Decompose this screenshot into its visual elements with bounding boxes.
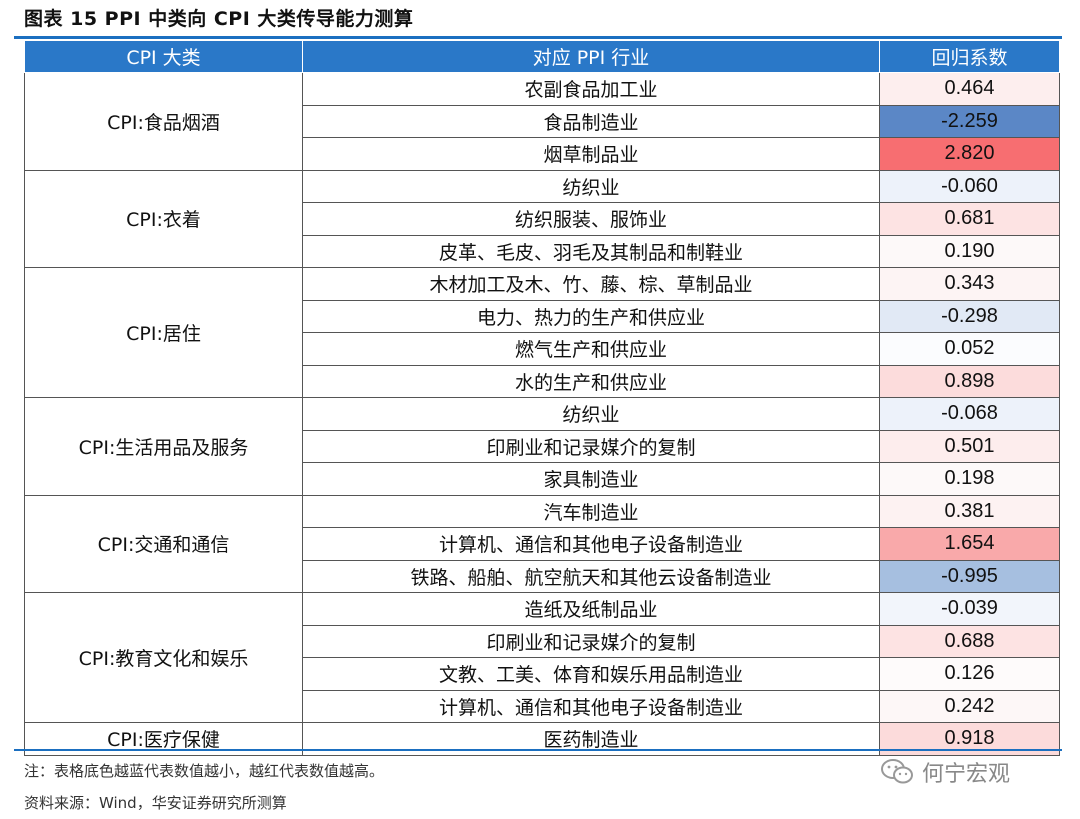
header-regression-coefficient: 回归系数: [879, 40, 1060, 73]
ppi-industry-cell: 烟草制品业: [302, 137, 880, 171]
watermark-text: 何宁宏观: [922, 762, 1011, 787]
ppi-industry-cell: 纺织服装、服饰业: [302, 202, 880, 236]
table-row: 纺织服装、服饰业 0.681: [25, 202, 1060, 236]
ppi-industry-cell: 家具制造业: [302, 462, 880, 496]
coefficient-cell: -2.259: [879, 104, 1060, 138]
ppi-industry-cell: 食品制造业: [302, 104, 880, 138]
coefficient-cell: 0.242: [879, 689, 1060, 723]
coefficient-cell: 0.898: [879, 364, 1060, 398]
table-row: 文教、工美、体育和娱乐用品制造业 0.126: [25, 657, 1060, 691]
watermark: 何宁宏观: [880, 755, 1010, 789]
coefficient-cell: 0.381: [879, 494, 1060, 528]
coefficient-cell: 0.464: [879, 72, 1060, 106]
table-row: 铁路、船舶、航空航天和其他云设备制造业 -0.995: [25, 559, 1060, 593]
ppi-industry-cell: 铁路、船舶、航空航天和其他云设备制造业: [302, 559, 880, 593]
header-cpi-category: CPI 大类: [24, 40, 303, 73]
coefficient-cell: 2.820: [879, 137, 1060, 171]
ppi-industry-cell: 计算机、通信和其他电子设备制造业: [302, 527, 880, 561]
header-row: CPI 大类 对应 PPI 行业 回归系数: [24, 40, 1060, 73]
table-row: CPI:居住 木材加工及木、竹、藤、棕、草制品业 0.343: [24, 267, 1060, 398]
data-source: 资料来源：Wind，华安证券研究所测算: [24, 794, 287, 812]
table-row: CPI:衣着 纺织业 -0.060: [24, 169, 1060, 268]
ppi-industry-cell: 农副食品加工业: [302, 72, 880, 106]
coefficient-cell: 0.190: [879, 234, 1060, 268]
ppi-industry-cell: 水的生产和供应业: [302, 364, 880, 398]
table-row: 食品制造业 -2.259: [25, 104, 1060, 138]
ppi-industry-cell: 文教、工美、体育和娱乐用品制造业: [302, 657, 880, 691]
table-row: 皮革、毛皮、羽毛及其制品和制鞋业 0.190: [25, 234, 1060, 268]
coefficient-cell: 0.688: [879, 624, 1060, 658]
coefficient-cell: 0.501: [879, 429, 1060, 463]
ppi-industry-cell: 木材加工及木、竹、藤、棕、草制品业: [302, 267, 880, 301]
cpi-category-cell: CPI:教育文化和娱乐: [24, 592, 303, 723]
cpi-category-cell: CPI:食品烟酒: [24, 72, 303, 171]
ppi-industry-cell: 汽车制造业: [302, 494, 880, 528]
ppi-industry-cell: 纺织业: [302, 397, 880, 431]
coefficient-cell: 0.126: [879, 657, 1060, 691]
cpi-category-cell: CPI:居住: [24, 267, 303, 398]
table-row: CPI:教育文化和娱乐 造纸及纸制品业 -0.039: [24, 592, 1060, 723]
coefficient-cell: -0.995: [879, 559, 1060, 593]
table-row: 计算机、通信和其他电子设备制造业 1.654: [25, 527, 1060, 561]
ppi-industry-cell: 燃气生产和供应业: [302, 332, 880, 366]
bottom-rule: [14, 749, 1062, 751]
cpi-category-cell: CPI:生活用品及服务: [24, 397, 303, 496]
table-row: CPI:生活用品及服务 纺织业 -0.068: [24, 397, 1060, 496]
coefficient-cell: 0.052: [879, 332, 1060, 366]
cpi-category-cell: CPI:衣着: [24, 169, 303, 268]
table-row: 印刷业和记录媒介的复制 0.501: [25, 429, 1060, 463]
coefficient-cell: -0.068: [879, 397, 1060, 431]
coefficient-cell: -0.060: [879, 169, 1060, 203]
figure-title: 图表 15 PPI 中类向 CPI 大类传导能力测算: [24, 8, 414, 30]
table-row: 电力、热力的生产和供应业 -0.298: [25, 299, 1060, 333]
ppi-industry-cell: 印刷业和记录媒介的复制: [302, 624, 880, 658]
table-row: 水的生产和供应业 0.898: [25, 364, 1060, 398]
table-body: CPI:食品烟酒 农副食品加工业 0.464 食品制造业 -2.259 烟草制品业 2.82…: [24, 72, 1060, 756]
wechat-icon: [881, 759, 913, 784]
coefficient-cell: 1.654: [879, 527, 1060, 561]
ppi-industry-cell: 电力、热力的生产和供应业: [302, 299, 880, 333]
coefficient-cell: 0.681: [879, 202, 1060, 236]
table-note: 注：表格底色越蓝代表数值越小，越红代表数值越高。: [24, 762, 385, 780]
ppi-industry-cell: 造纸及纸制品业: [302, 592, 880, 626]
coefficient-cell: -0.039: [879, 592, 1060, 626]
top-rule: [14, 36, 1062, 39]
table-row: 家具制造业 0.198: [25, 462, 1060, 496]
coefficient-cell: 0.198: [879, 462, 1060, 496]
coefficient-cell: -0.298: [879, 299, 1060, 333]
cpi-category-cell: CPI:交通和通信: [24, 494, 303, 593]
table-row: 燃气生产和供应业 0.052: [25, 332, 1060, 366]
coefficient-cell: 0.343: [879, 267, 1060, 301]
table-row: CPI:交通和通信 汽车制造业 0.381: [24, 494, 1060, 593]
table-row: 印刷业和记录媒介的复制 0.688: [25, 624, 1060, 658]
header-ppi-industry: 对应 PPI 行业: [302, 40, 880, 73]
ppi-industry-cell: 印刷业和记录媒介的复制: [302, 429, 880, 463]
ppi-industry-cell: 计算机、通信和其他电子设备制造业: [302, 689, 880, 723]
ppi-industry-cell: 纺织业: [302, 169, 880, 203]
table-row: CPI:食品烟酒 农副食品加工业 0.464: [24, 72, 1060, 171]
ppi-industry-cell: 皮革、毛皮、羽毛及其制品和制鞋业: [302, 234, 880, 268]
table-row: 烟草制品业 2.820: [25, 137, 1060, 171]
ppi-cpi-table: CPI 大类 对应 PPI 行业 回归系数 CPI:食品烟酒 农副食品加工业 0.4…: [24, 40, 1060, 756]
